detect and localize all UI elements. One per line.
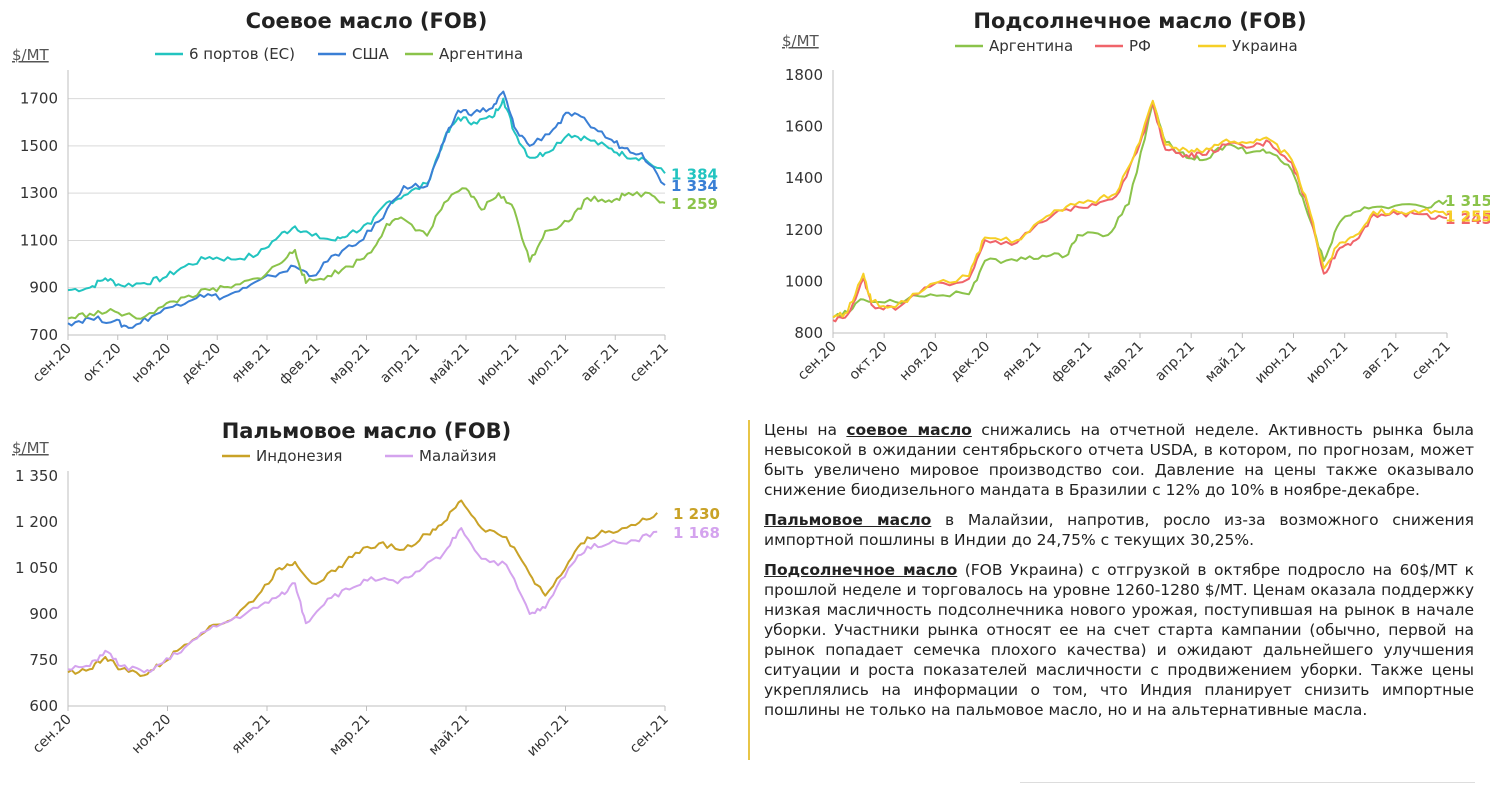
legend-label: Аргентина xyxy=(989,37,1073,55)
y-tick-label: 1300 xyxy=(20,184,58,202)
x-tick-label: авг.21 xyxy=(578,341,622,385)
x-tick-label: май.21 xyxy=(426,712,473,759)
legend-label: 6 портов (ЕС) xyxy=(189,45,295,63)
y-tick-label: 1100 xyxy=(20,231,58,249)
series-line xyxy=(832,102,1448,319)
x-tick-label: фев.21 xyxy=(276,341,323,388)
series-end-label: 1 255 xyxy=(1445,208,1490,226)
y-tick-label: 700 xyxy=(29,326,58,344)
x-tick-label: мар.21 xyxy=(1100,339,1147,386)
y-tick-label: 600 xyxy=(29,697,58,715)
legend-label: Украина xyxy=(1232,37,1298,55)
commentary-soy-text: снижались на отчетной неделе. Активность… xyxy=(764,421,1474,499)
legend-label: Аргентина xyxy=(439,45,523,63)
y-tick-label: 1500 xyxy=(20,137,58,155)
series-end-label: 1 230 xyxy=(673,505,720,523)
x-tick-label: сен.21 xyxy=(627,341,672,386)
x-tick-label: дек.20 xyxy=(178,341,224,387)
commentary-sunflower-text: (FOB Украина) с отгрузкой в октябре подр… xyxy=(764,561,1475,719)
x-tick-label: сен.20 xyxy=(795,339,840,384)
x-tick-label: окт.20 xyxy=(846,339,891,384)
y-axis-unit-label: $/МТ xyxy=(12,439,50,457)
chart-title: Соевое масло (FOB) xyxy=(246,9,488,33)
x-tick-label: янв.21 xyxy=(229,341,274,386)
x-tick-label: сен.21 xyxy=(627,712,672,757)
x-tick-label: апр.21 xyxy=(377,341,423,387)
series-end-label: 1 334 xyxy=(671,177,718,195)
y-tick-label: 1 050 xyxy=(15,559,58,577)
x-tick-label: май.21 xyxy=(426,341,473,388)
legend-label: РФ xyxy=(1129,37,1151,55)
x-tick-label: окт.20 xyxy=(80,341,125,386)
y-tick-label: 1 200 xyxy=(15,513,58,531)
chart-title: Подсолнечное масло (FOB) xyxy=(973,9,1306,33)
x-tick-label: янв.21 xyxy=(229,712,274,757)
y-tick-label: 900 xyxy=(29,605,58,623)
series-end-label: 1 384 xyxy=(671,165,718,183)
series-end-label: 1 168 xyxy=(673,524,720,542)
x-tick-label: авг.21 xyxy=(1359,339,1403,383)
y-tick-label: 1400 xyxy=(785,169,823,187)
x-tick-label: май.21 xyxy=(1202,339,1249,386)
y-tick-label: 800 xyxy=(794,324,823,342)
sunflower-oil-chart: Подсолнечное масло (FOB) $/МТ Аргентина РФ У… xyxy=(782,9,1492,387)
x-tick-label: июн.21 xyxy=(474,341,522,389)
y-axis-unit-label: $/МТ xyxy=(782,32,820,50)
y-tick-label: 1600 xyxy=(785,118,823,136)
market-commentary: Цены на соевое масло снижались на отчетн… xyxy=(748,420,1474,760)
x-tick-label: июл.21 xyxy=(524,341,572,389)
y-tick-label: 1000 xyxy=(785,272,823,290)
series-line xyxy=(832,99,1448,319)
x-tick-label: июл.21 xyxy=(524,712,572,760)
x-tick-label: мар.21 xyxy=(326,341,373,388)
x-tick-label: сен.20 xyxy=(30,341,75,386)
y-tick-label: 900 xyxy=(29,279,58,297)
legend-label: Индонезия xyxy=(256,447,342,465)
x-tick-label: мар.21 xyxy=(326,712,373,759)
palm-oil-chart: Пальмовое масло (FOB) $/МТ Индонезия Малайз… xyxy=(12,419,720,760)
series-end-label: 1 245 xyxy=(1445,210,1490,228)
series-line xyxy=(67,527,658,674)
y-tick-label: 1 350 xyxy=(15,467,58,485)
y-tick-label: 750 xyxy=(29,651,58,669)
series-end-label: 1 315 xyxy=(1445,192,1490,210)
x-tick-label: июн.21 xyxy=(1252,339,1300,387)
x-tick-label: дек.20 xyxy=(947,339,993,385)
x-tick-label: ноя.20 xyxy=(129,712,175,758)
series-line xyxy=(67,187,666,320)
commentary-soy-prefix: Цены на xyxy=(764,421,847,439)
commentary-palm-text: в Малайзии, напротив, росло из-за возмож… xyxy=(764,511,1474,549)
x-tick-label: сен.20 xyxy=(30,712,75,757)
series-end-label: 1 259 xyxy=(671,195,718,213)
x-tick-label: сен.21 xyxy=(1409,339,1454,384)
commentary-palm: Пальмовое масло в Малайзии, напротив, ро… xyxy=(764,510,1474,550)
legend-label: Малайзия xyxy=(419,447,496,465)
sunflower-oil-chart-panel: Подсолнечное масло (FOB) $/МТ Аргентина РФ У… xyxy=(750,0,1492,410)
chart-title: Пальмовое масло (FOB) xyxy=(222,419,512,443)
x-tick-label: ноя.20 xyxy=(129,341,175,387)
series-line xyxy=(67,97,666,293)
commentary-sunflower-keyword: Подсолнечное масло xyxy=(764,561,958,579)
y-tick-label: 1800 xyxy=(785,66,823,84)
soy-oil-chart-panel: Соевое масло (FOB) $/МТ 6 портов (ЕС) США Ар… xyxy=(0,0,740,410)
y-axis-unit-label: $/МТ xyxy=(12,46,50,64)
x-tick-label: ноя.20 xyxy=(897,339,943,385)
soy-oil-chart: Соевое масло (FOB) $/МТ 6 портов (ЕС) США Ар… xyxy=(12,9,718,389)
x-tick-label: июл.21 xyxy=(1303,339,1351,387)
x-tick-label: фев.21 xyxy=(1048,339,1095,386)
commentary-soy-keyword: соевое масло xyxy=(846,421,972,439)
divider xyxy=(1020,782,1475,783)
x-tick-label: апр.21 xyxy=(1152,339,1198,385)
y-tick-label: 1700 xyxy=(20,90,58,108)
legend-label: США xyxy=(352,45,390,63)
commentary-palm-keyword: Пальмовое масло xyxy=(764,511,932,529)
commentary-soy: Цены на соевое масло снижались на отчетн… xyxy=(764,420,1474,500)
x-tick-label: янв.21 xyxy=(999,339,1044,384)
palm-oil-chart-panel: Пальмовое масло (FOB) $/МТ Индонезия Малайз… xyxy=(0,410,740,788)
commentary-sunflower: Подсолнечное масло (FOB Украина) с отгру… xyxy=(764,560,1474,720)
series-line xyxy=(67,90,666,329)
y-tick-label: 1200 xyxy=(785,221,823,239)
series-line xyxy=(67,499,658,677)
